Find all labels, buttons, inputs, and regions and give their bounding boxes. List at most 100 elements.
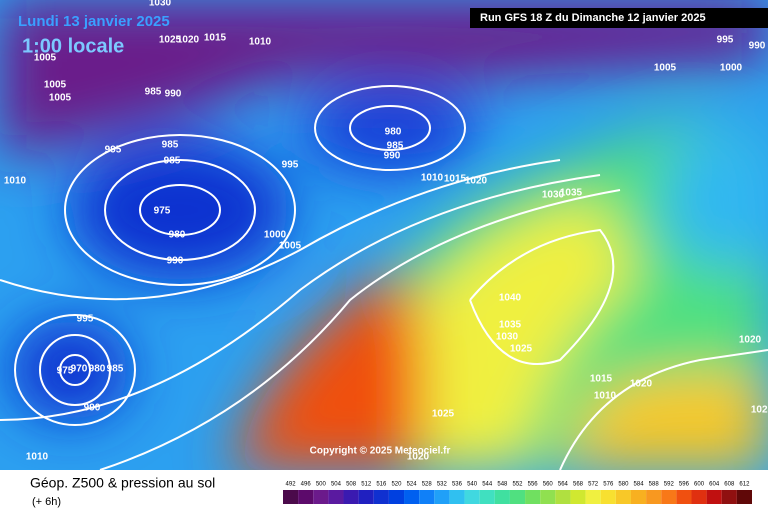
isobar-label: 1030 xyxy=(542,190,565,201)
scale-label: 604 xyxy=(709,482,720,488)
scale-swatch xyxy=(570,490,586,504)
scale-label: 612 xyxy=(739,482,750,488)
isobar-label: 990 xyxy=(167,256,184,267)
isobar-label: 1010 xyxy=(594,391,617,402)
scale-label: 560 xyxy=(543,482,554,488)
isobar-label: 1020 xyxy=(465,176,488,187)
isobar-label: 990 xyxy=(84,403,101,414)
scale-swatch xyxy=(494,490,510,504)
isobar-label: 1005 xyxy=(44,80,67,91)
isobar-label: 1015 xyxy=(204,33,227,44)
isobar-label: 1005 xyxy=(34,53,57,64)
isobar-label: 1035 xyxy=(560,188,583,199)
isobar-label: 970 xyxy=(71,364,88,375)
scale-swatch xyxy=(615,490,631,504)
isobar-label: 985 xyxy=(387,141,404,152)
scale-label: 556 xyxy=(528,482,539,488)
scale-label: 528 xyxy=(422,482,433,488)
date: Lundi 13 janvier 2025 xyxy=(18,13,170,30)
run-box xyxy=(470,8,768,28)
scale-swatch xyxy=(721,490,737,504)
color-scale: 492 496 500 504 508 512 516 520 524 528 532 536 540 5… xyxy=(283,482,752,504)
scale-label: 600 xyxy=(694,482,705,488)
scale-label: 584 xyxy=(634,482,645,488)
isobar-label: 1000 xyxy=(720,63,743,74)
scale-swatch xyxy=(540,490,556,504)
scale-label: 572 xyxy=(588,482,599,488)
isobar-label: 985 xyxy=(162,140,179,151)
scale-label: 544 xyxy=(482,482,493,488)
isobar-label: 1005 xyxy=(654,63,677,74)
scale-label: 592 xyxy=(664,482,675,488)
isobar-lines xyxy=(0,85,768,471)
isobar-label: 985 xyxy=(164,156,181,167)
scale-label: 492 xyxy=(286,482,297,488)
isobar-label: 1025 xyxy=(510,344,533,355)
isobar-label: 1020 xyxy=(630,379,653,390)
isobar-label: 1010 xyxy=(4,176,27,187)
isobar-label: 1010 xyxy=(249,37,272,48)
isobar-label: 1015 xyxy=(444,174,467,185)
isobar-label: 1025 xyxy=(159,35,182,46)
scale-swatch xyxy=(661,490,677,504)
map-field xyxy=(0,0,768,471)
scale-label: 524 xyxy=(407,482,418,488)
run-info: Run GFS 18 Z du Dimanche 12 janvier 2025 xyxy=(480,12,706,24)
isobar-label: 980 xyxy=(89,364,106,375)
scale-swatch xyxy=(600,490,616,504)
scale-swatch xyxy=(328,490,344,504)
scale-label: 532 xyxy=(437,482,448,488)
scale-swatch xyxy=(630,490,647,504)
scale-label: 564 xyxy=(558,482,569,488)
isobar-label: 1025 xyxy=(751,405,768,416)
scale-label: 568 xyxy=(573,482,584,488)
scale-swatch xyxy=(373,490,389,504)
scale-label: 516 xyxy=(376,482,387,488)
isobar-label: 1010 xyxy=(26,452,49,463)
isobar-label: 1030 xyxy=(496,332,519,343)
isobar-label: 995 xyxy=(717,35,734,46)
scale-swatch xyxy=(449,490,465,504)
scale-swatch xyxy=(706,490,722,504)
scale-label: 500 xyxy=(316,482,327,488)
scale-swatch xyxy=(525,490,541,504)
isobar-label: 980 xyxy=(385,127,402,138)
scale-swatch xyxy=(298,490,314,504)
scale-swatch xyxy=(555,490,571,504)
scale-label: 548 xyxy=(497,482,508,488)
scale-swatch xyxy=(585,490,601,504)
isobar-label: 975 xyxy=(57,366,74,377)
scale-swatch xyxy=(646,490,662,504)
scale-swatch xyxy=(691,490,707,504)
scale-label: 504 xyxy=(331,482,342,488)
isobar-label: 1030 xyxy=(149,0,172,9)
isobar-label: 990 xyxy=(384,151,401,162)
footer-title: Géop. Z500 & pression au sol xyxy=(30,475,215,491)
scale-label: 496 xyxy=(301,482,312,488)
scale-swatch xyxy=(343,490,359,504)
scale-swatch xyxy=(404,490,420,504)
scale-label: 608 xyxy=(724,482,735,488)
scale-swatch xyxy=(509,490,526,504)
isobar-label: 995 xyxy=(77,314,94,325)
isobar-label: 1005 xyxy=(279,241,302,252)
scale-swatch xyxy=(479,490,495,504)
scale-swatch xyxy=(358,490,374,504)
isobar-label: 995 xyxy=(282,160,299,171)
isobar-label: 1040 xyxy=(499,293,522,304)
copyright: Copyright © 2025 Meteociel.fr xyxy=(310,446,451,457)
scale-label: 520 xyxy=(391,482,402,488)
isobar-label: 1015 xyxy=(590,374,613,385)
scale-swatch xyxy=(464,490,480,504)
isobar-label: 975 xyxy=(154,206,171,217)
scale-swatch xyxy=(434,490,450,504)
scale-swatch xyxy=(283,490,299,504)
scale-label: 552 xyxy=(512,482,523,488)
scale-label: 536 xyxy=(452,482,463,488)
isobar-label: 985 xyxy=(107,364,124,375)
scale-swatch xyxy=(676,490,692,504)
isobar-label: 1025 xyxy=(432,409,455,420)
scale-label: 540 xyxy=(467,482,478,488)
